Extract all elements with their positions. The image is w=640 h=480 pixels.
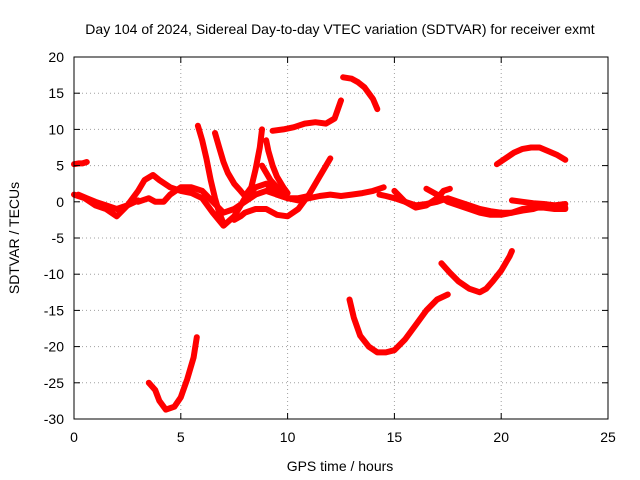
ticks: 0 5 10 15 20 25 -30 -25 -20 -15 -10 -5 0 5 10 15 20 bbox=[44, 49, 616, 445]
y-tick-label: -10 bbox=[44, 266, 64, 282]
y-tick-label: 10 bbox=[48, 121, 64, 137]
data-series-8 bbox=[231, 155, 334, 223]
y-axis-label: SDTVAR / TECUs bbox=[6, 182, 22, 294]
x-tick-label: 20 bbox=[493, 429, 509, 445]
data-series-16 bbox=[423, 185, 569, 218]
data-series-17 bbox=[438, 248, 515, 296]
data-series-10 bbox=[263, 137, 291, 197]
x-tick-label: 15 bbox=[387, 429, 403, 445]
x-tick-label: 0 bbox=[70, 429, 78, 445]
x-axis-label: GPS time / hours bbox=[287, 458, 394, 474]
y-tick-label: -20 bbox=[44, 339, 64, 355]
x-tick-label: 25 bbox=[600, 429, 616, 445]
y-tick-label: 0 bbox=[56, 194, 64, 210]
y-tick-label: 5 bbox=[56, 158, 64, 174]
data-series-11 bbox=[269, 97, 344, 134]
data-series-15 bbox=[391, 185, 453, 211]
chart-title: Day 104 of 2024, Sidereal Day-to-day VTE… bbox=[85, 21, 594, 37]
y-tick-label: -5 bbox=[52, 230, 65, 246]
y-tick-label: -30 bbox=[44, 411, 64, 427]
data-layer bbox=[71, 74, 569, 413]
data-series-18 bbox=[493, 144, 569, 168]
data-series-19 bbox=[508, 197, 569, 211]
data-series-6 bbox=[194, 122, 227, 227]
grid bbox=[74, 57, 608, 419]
y-tick-label: -25 bbox=[44, 375, 64, 391]
data-series-12 bbox=[340, 74, 381, 113]
data-series-3 bbox=[75, 191, 142, 212]
data-series-4 bbox=[145, 334, 200, 413]
y-tick-label: 20 bbox=[48, 49, 64, 65]
data-series-13 bbox=[346, 291, 451, 356]
data-series-7 bbox=[212, 126, 265, 199]
data-series-9 bbox=[259, 162, 291, 202]
data-series-1 bbox=[71, 159, 90, 168]
y-tick-label: -15 bbox=[44, 302, 64, 318]
x-tick-label: 10 bbox=[280, 429, 296, 445]
y-tick-label: 15 bbox=[48, 85, 64, 101]
data-series-2 bbox=[71, 172, 387, 229]
x-tick-label: 5 bbox=[177, 429, 185, 445]
